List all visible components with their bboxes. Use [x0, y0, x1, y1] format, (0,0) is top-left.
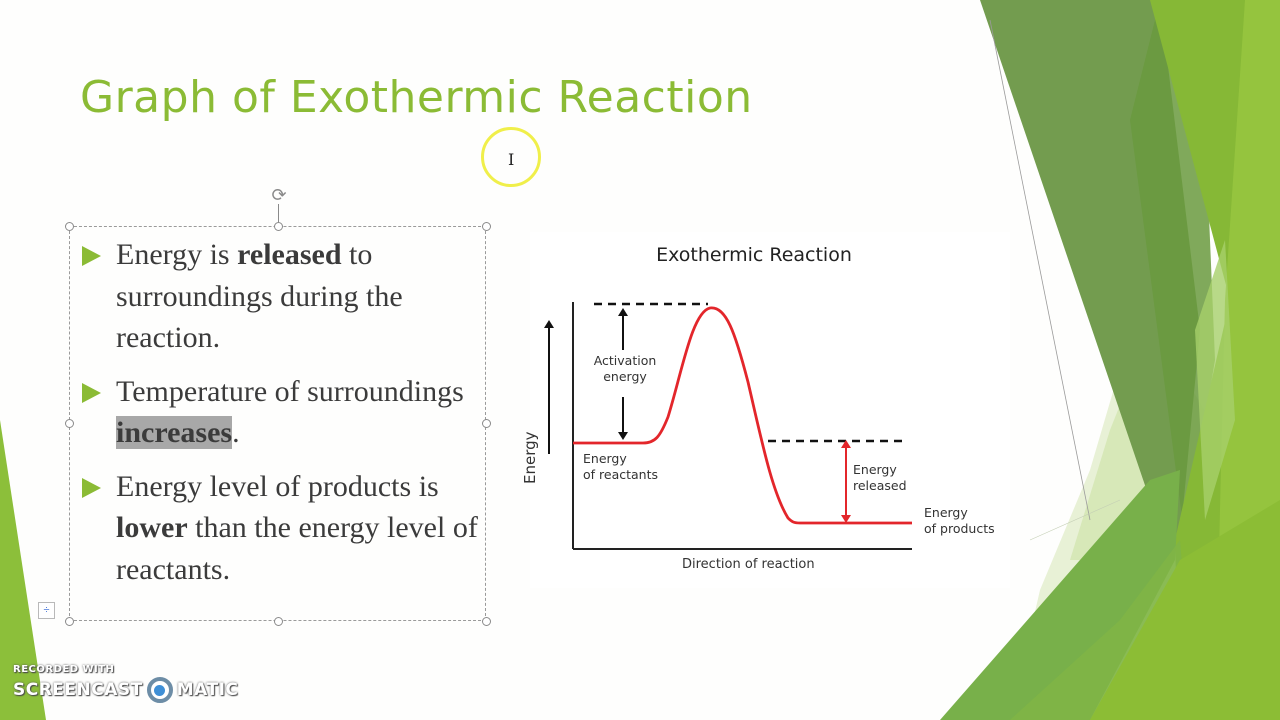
energy-of-products-label: Energy of products — [924, 505, 995, 536]
bullet-emphasis: released — [237, 238, 342, 271]
resize-handle-bottom-left[interactable] — [65, 617, 74, 626]
chart-graphic — [544, 302, 912, 550]
activation-energy-label: Activation energy — [593, 353, 657, 384]
resize-handle-top[interactable] — [274, 222, 283, 231]
bullet-arrow-icon — [82, 382, 101, 403]
bullet-text: to surroundings during the reaction. — [116, 238, 403, 354]
y-axis-label: Energy — [521, 431, 539, 484]
bullet-text: Temperature of surroundings — [116, 374, 464, 408]
bullet-text: Energy level of products is — [116, 469, 439, 503]
screencast-logo-icon — [146, 677, 173, 703]
resize-handle-bottom[interactable] — [274, 617, 283, 626]
bullet-text: than the energy level of reactants. — [116, 511, 478, 586]
selected-text-highlight[interactable]: increases — [116, 416, 233, 449]
autofit-options-icon[interactable]: ÷ — [38, 602, 55, 619]
rotation-handle-stem — [278, 204, 279, 226]
bullet-emphasis: lower — [116, 511, 188, 544]
resize-handle-bottom-right[interactable] — [482, 617, 491, 626]
watermark-recorded-with: RECORDED WITH — [13, 664, 115, 675]
text-ibeam-cursor-icon: I — [508, 150, 515, 169]
cursor-highlight-ring — [481, 127, 541, 187]
bullet-list[interactable]: Energy is released to surroundings durin… — [80, 234, 480, 602]
energy-released-label: Energy released — [853, 462, 907, 493]
slide-title[interactable]: Graph of Exothermic Reaction — [80, 72, 753, 123]
bullet-arrow-icon — [82, 246, 101, 266]
resize-handle-top-left[interactable] — [65, 222, 74, 231]
energy-of-reactants-label: Energy of reactants — [583, 451, 659, 482]
bullet-text: Energy is — [116, 238, 238, 271]
screencast-watermark: RECORDED WITH SCREENCAST MATIC — [13, 664, 238, 703]
rotate-icon[interactable]: ⟳ — [271, 185, 287, 205]
bullet-item[interactable]: Energy level of products is lower than t… — [80, 466, 480, 591]
resize-handle-left[interactable] — [65, 419, 74, 428]
chart-title: Exothermic Reaction — [656, 244, 852, 266]
resize-handle-top-right[interactable] — [482, 222, 491, 231]
resize-handle-right[interactable] — [482, 419, 491, 428]
watermark-brand-right: MATIC — [176, 680, 239, 700]
watermark-brand-left: SCREENCAST — [13, 680, 143, 700]
bullet-item[interactable]: Temperature of surroundings increases. — [80, 371, 480, 454]
x-axis-label: Direction of reaction — [682, 557, 815, 572]
bullet-arrow-icon — [82, 477, 101, 498]
exothermic-reaction-chart-image[interactable]: Exothermic Reaction Activation energy Ene… — [521, 232, 1010, 588]
bullet-item[interactable]: Energy is released to surroundings durin… — [80, 234, 480, 359]
bullet-text: . — [232, 416, 240, 449]
